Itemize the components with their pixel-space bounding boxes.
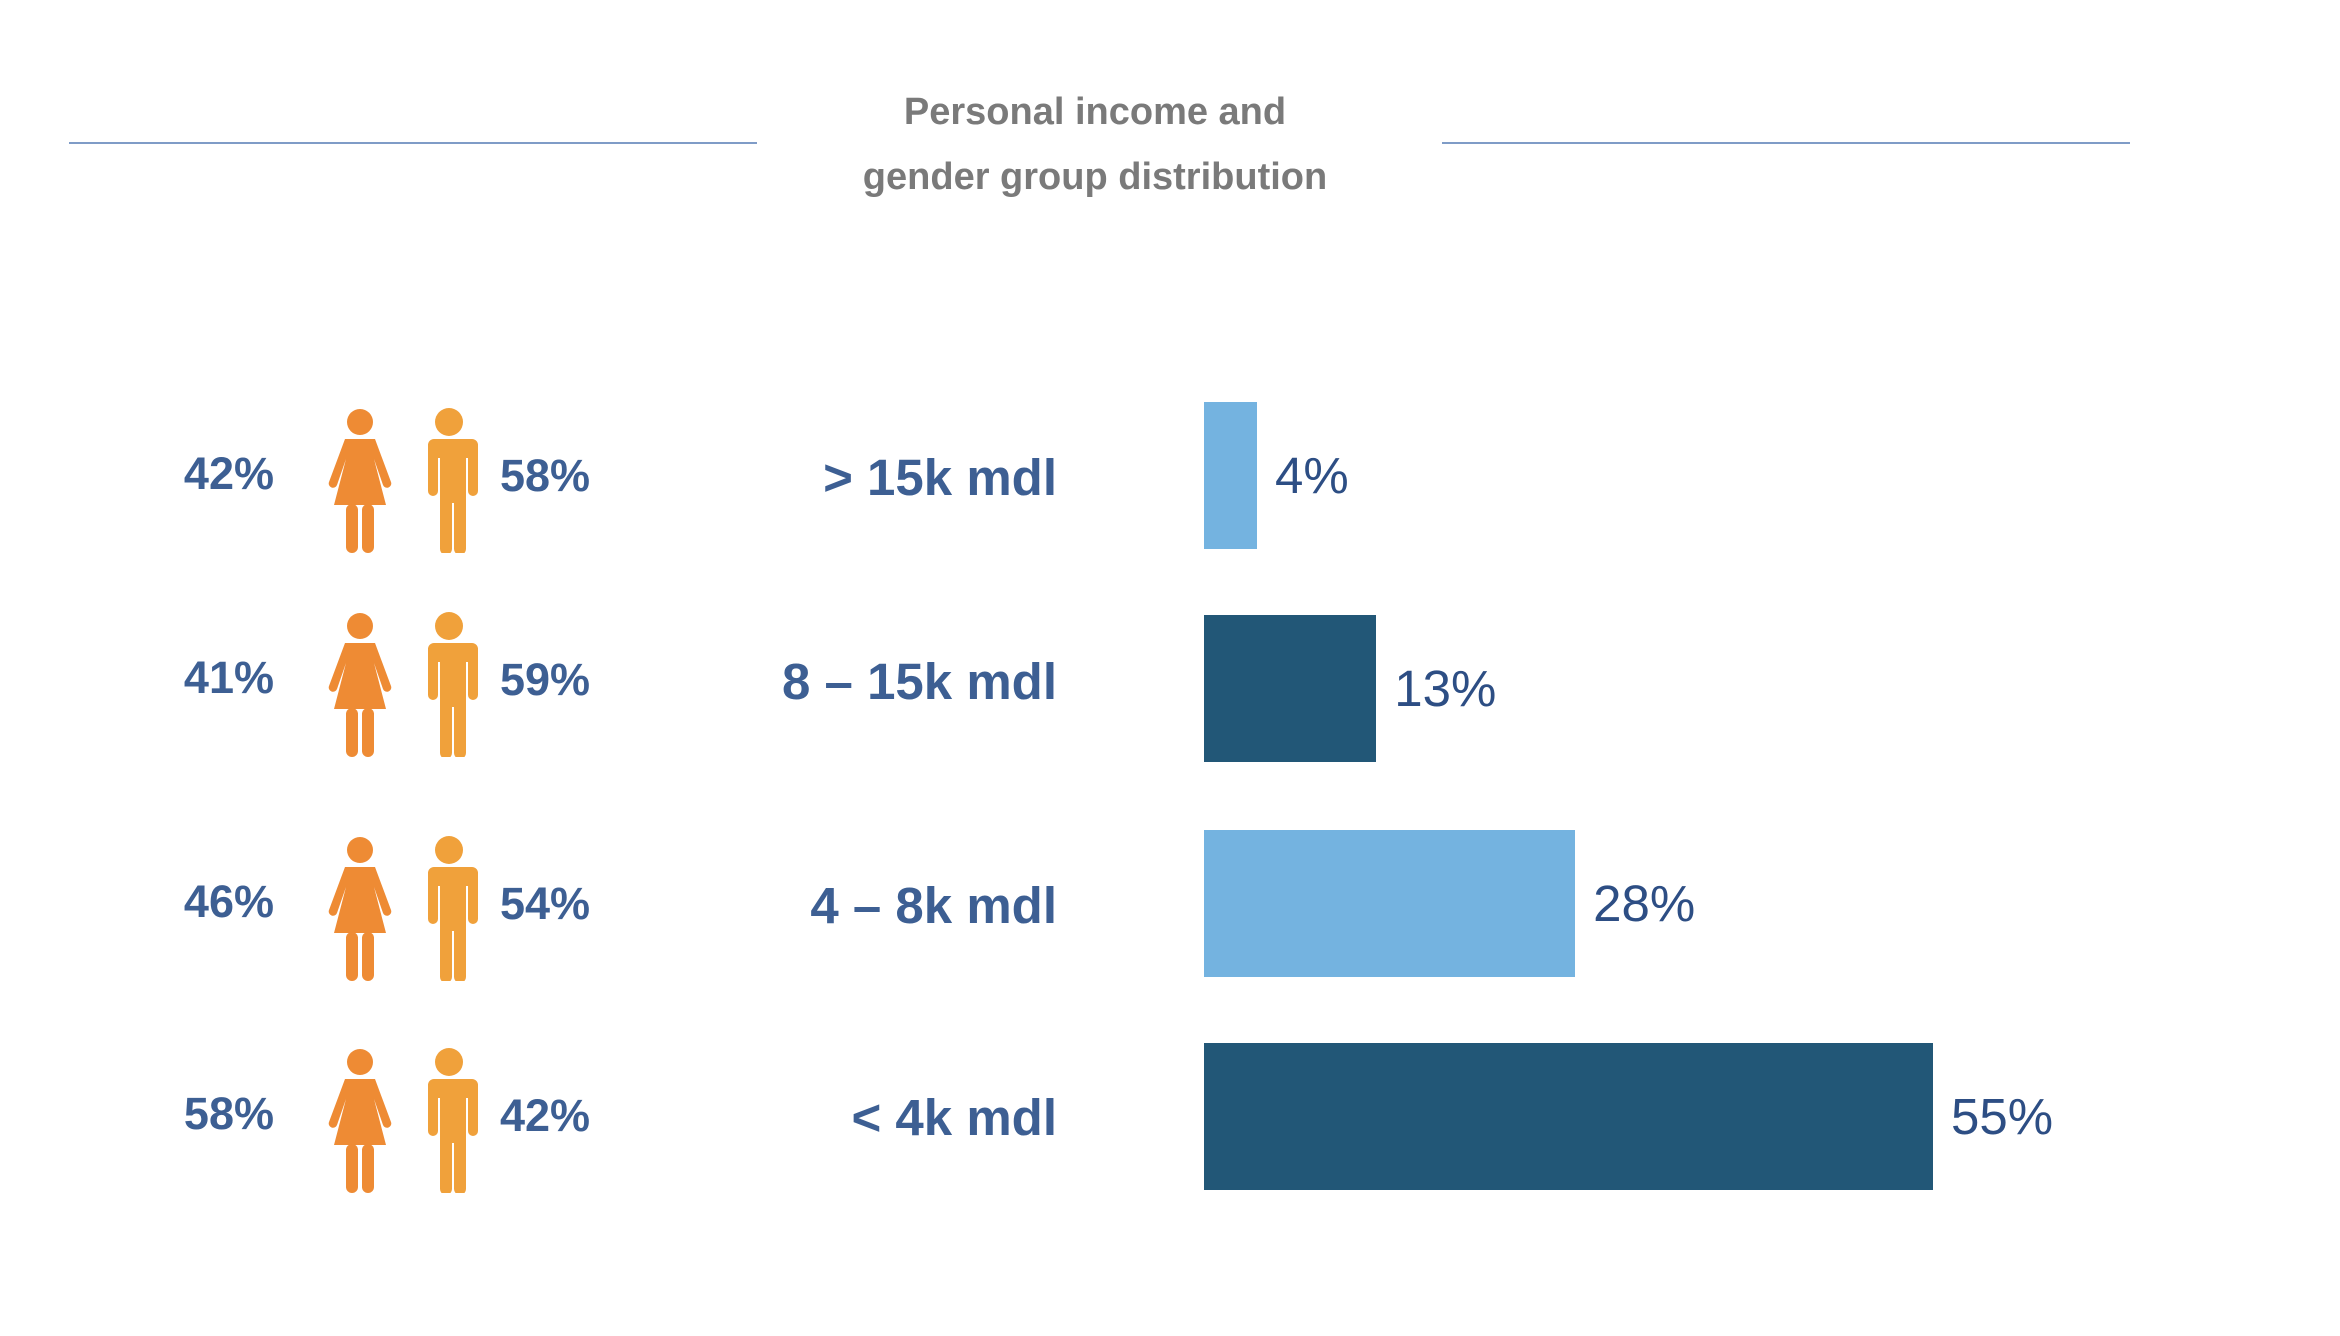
female-icon [325,408,395,558]
male-icon [420,408,478,558]
title-line-2: gender group distribution [862,156,1328,198]
title-rule-right [1442,142,2130,144]
income-category-label: < 4k mdl [851,1089,1057,1146]
male-percent: 59% [500,654,591,705]
female-icon [325,1048,395,1198]
bar-value-label: 28% [1593,875,1696,932]
income-bar [1204,402,1258,549]
male-icon [420,1048,478,1198]
income-category-label: 4 – 8k mdl [810,877,1057,934]
female-percent: 46% [183,876,274,927]
female-icon [325,612,395,762]
male-percent: 58% [500,450,591,501]
income-bar [1204,615,1377,762]
income-bar [1204,1043,1933,1190]
income-category-label: 8 – 15k mdl [782,653,1057,710]
bar-value-label: 55% [1951,1088,2054,1145]
male-percent: 54% [500,878,591,929]
title-rule-left [69,142,757,144]
chart-title: Personal income and gender group distrib… [795,80,1395,210]
title-line-1: Personal income and [903,91,1287,133]
income-category-label: > 15k mdl [823,449,1057,506]
female-percent: 58% [183,1088,274,1139]
female-icon [325,836,395,986]
male-icon [420,836,478,986]
income-bar [1204,830,1576,977]
female-percent: 42% [183,448,274,499]
bar-value-label: 13% [1394,660,1497,717]
female-percent: 41% [183,652,274,703]
male-percent: 42% [500,1090,591,1141]
bar-value-label: 4% [1275,447,1349,504]
male-icon [420,612,478,762]
